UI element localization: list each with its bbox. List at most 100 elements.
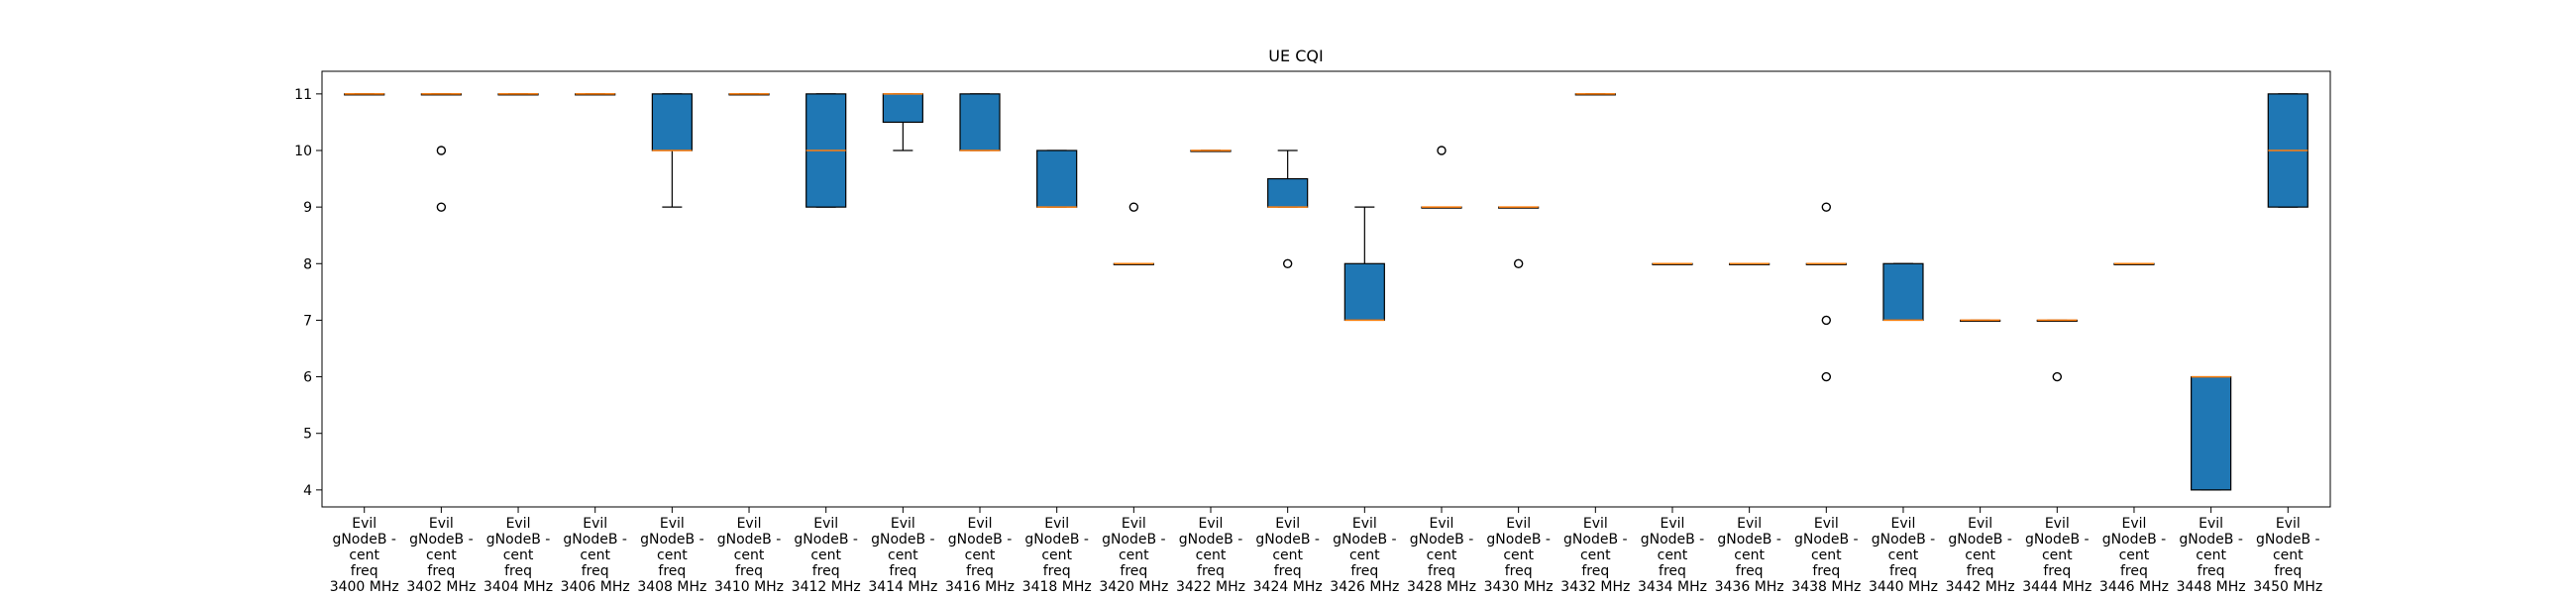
x-tick-label-line: gNodeB - [1486,532,1551,548]
box-iqr [1267,177,1309,208]
x-tick-label-line: cent [1196,548,1227,563]
x-tick-label-line: Evil [1583,516,1608,532]
x-tick-label-line: gNodeB - [640,532,704,548]
x-tick-label: Evil gNodeB -cent freq 3434 MHz [1638,516,1707,594]
x-tick-label: Evil gNodeB -cent freq 3402 MHz [406,516,476,594]
x-tick-label-line: 3424 MHz [1253,579,1323,594]
x-tick-label: Evil gNodeB -cent freq 3428 MHz [1407,516,1476,594]
x-tick-label-line: 3430 MHz [1484,579,1554,594]
x-tick-label-line: Evil [1430,516,1454,532]
y-tick-label: 9 [303,200,312,216]
x-tick-label-line: cent [580,548,610,563]
x-tick-label-line: freq [427,563,455,579]
x-tick-label-line: 3450 MHz [2253,579,2322,594]
x-tick-label: Evil gNodeB -cent freq 3432 MHz [1560,516,1630,594]
x-tick-label-line: freq [504,563,532,579]
y-tick-label: 8 [303,256,312,272]
x-tick-label-line: gNodeB - [2025,532,2090,548]
x-tick-label: Evil gNodeB -cent freq 3414 MHz [868,516,937,594]
x-tick-label-line: Evil [506,516,531,532]
x-tick-label-line: cent [426,548,457,563]
box-iqr [882,93,923,124]
x-tick-label: Evil gNodeB -cent freq 3444 MHz [2022,516,2092,594]
x-tick-label: Evil gNodeB -cent freq 3442 MHz [1946,516,2015,594]
x-tick-label-line: cent [1427,548,1457,563]
x-tick-label-line: gNodeB - [486,532,551,548]
x-tick-label-line: 3402 MHz [406,579,476,594]
x-tick-label-line: cent [1119,548,1149,563]
x-tick-label: Evil gNodeB -cent freq 3448 MHz [2177,516,2246,594]
outlier-point [1821,315,1832,326]
x-tick-label-line: 3406 MHz [561,579,630,594]
x-tick-label-line: Evil [968,516,993,532]
x-tick-label-line: Evil [2276,516,2301,532]
x-tick-label-line: freq [812,563,840,579]
x-tick-label-line: gNodeB - [1102,532,1166,548]
x-tick-label-line: gNodeB - [563,532,627,548]
chart-title: UE CQI [1268,47,1323,65]
x-tick-label-line: cent [503,548,534,563]
x-tick-label: Evil gNodeB -cent freq 3424 MHz [1253,516,1323,594]
box-iqr [1882,262,1924,322]
x-tick-label-line: cent [810,548,841,563]
x-tick-label-line: freq [966,563,994,579]
x-tick-label: Evil gNodeB -cent freq 3440 MHz [1869,516,1938,594]
x-tick-label: Evil gNodeB -cent freq 3416 MHz [945,516,1015,594]
x-tick-label-line: cent [1349,548,1380,563]
x-tick-label-line: cent [657,548,688,563]
x-tick-label-line: 3444 MHz [2022,579,2092,594]
x-tick-label-line: gNodeB - [1255,532,1320,548]
x-tick-label-line: Evil [660,516,685,532]
x-tick-label-line: freq [1043,563,1071,579]
x-tick-label-line: Evil [352,516,376,532]
x-tick-label-line: Evil [813,516,838,532]
x-tick-label-line: 3434 MHz [1638,579,1707,594]
x-tick-label-line: freq [2274,563,2302,579]
x-tick-label-line: freq [1812,563,1840,579]
x-tick-label-line: Evil [1891,516,1916,532]
x-tick-label-line: 3428 MHz [1407,579,1476,594]
outlier-point [1437,146,1447,155]
x-tick-label-line: 3426 MHz [1330,579,1399,594]
x-tick-label-line: cent [1965,548,1995,563]
box-iqr [1343,262,1385,322]
x-tick-label-line: 3412 MHz [792,579,861,594]
x-tick-label-line: gNodeB - [2179,532,2243,548]
x-tick-label-line: freq [1736,563,1764,579]
x-tick-label-line: freq [1581,563,1609,579]
x-tick-label-line: 3414 MHz [868,579,937,594]
outlier-point [1128,202,1139,212]
x-tick-label-line: 3404 MHz [483,579,553,594]
y-tick-label: 6 [303,370,312,386]
y-tick-label: 4 [303,483,312,499]
x-tick-label-line: cent [349,548,379,563]
x-tick-label-line: Evil [1968,516,1992,532]
x-tick-label-line: 3418 MHz [1022,579,1092,594]
x-tick-label-line: freq [735,563,763,579]
x-tick-label-line: 3416 MHz [945,579,1015,594]
x-tick-label-line: gNodeB - [1333,532,1397,548]
x-tick-label: Evil gNodeB -cent freq 3408 MHz [637,516,706,594]
x-tick-label-line: gNodeB - [2256,532,2320,548]
box-iqr [2191,375,2232,491]
x-tick-label-line: Evil [1661,516,1685,532]
outlier-point [436,146,447,155]
x-tick-label: Evil gNodeB -cent freq 3410 MHz [714,516,784,594]
x-tick-label: Evil gNodeB -cent freq 3426 MHz [1330,516,1399,594]
x-tick-label-line: freq [889,563,916,579]
box-iqr [1036,150,1078,208]
x-tick-label-line: gNodeB - [1641,532,1705,548]
x-tick-label-line: Evil [2121,516,2146,532]
x-tick-label: Evil gNodeB -cent freq 3450 MHz [2253,516,2322,594]
x-tick-label-line: cent [2119,548,2150,563]
x-tick-label-line: freq [582,563,609,579]
x-tick-label-line: 3400 MHz [330,579,399,594]
x-tick-label-line: cent [1580,548,1611,563]
x-tick-label-line: freq [1659,563,1686,579]
x-tick-label: Evil gNodeB -cent freq 3400 MHz [330,516,399,594]
x-tick-label: Evil gNodeB -cent freq 3404 MHz [483,516,553,594]
x-tick-label-line: freq [1197,563,1225,579]
x-tick-label-line: cent [1811,548,1842,563]
